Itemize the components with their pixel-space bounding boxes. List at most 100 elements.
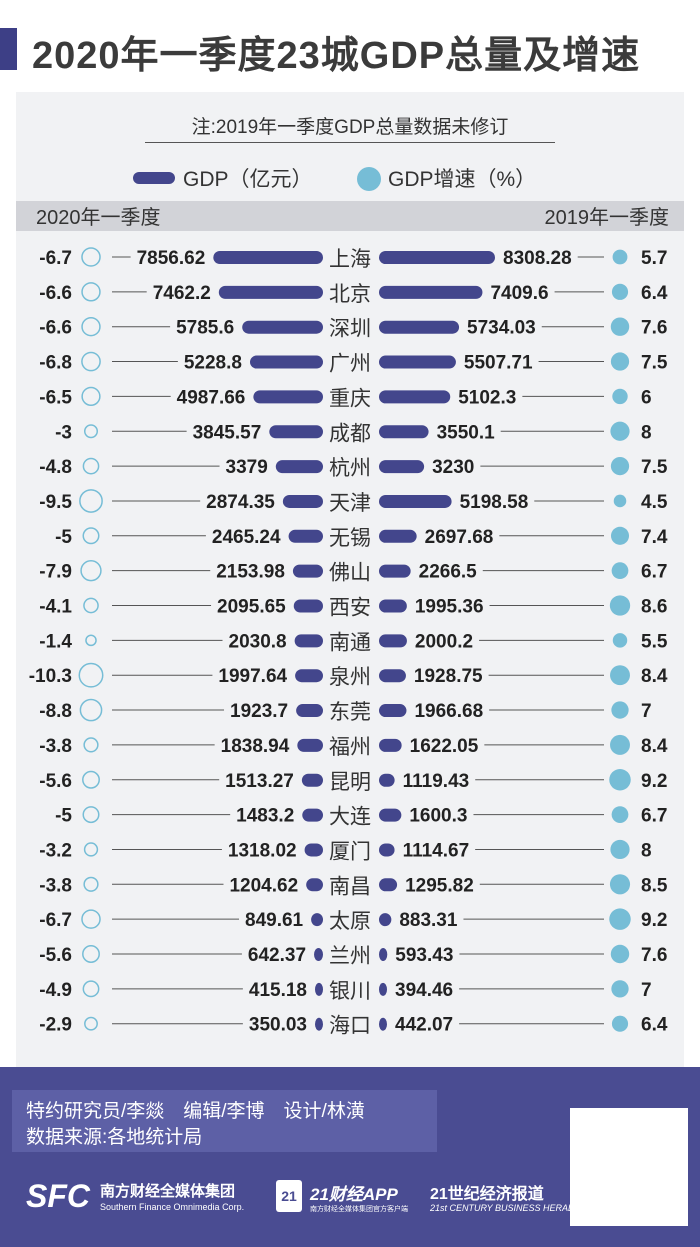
gdp-2019-bar: [379, 808, 402, 822]
gdp-2019-label: 5507.71: [464, 353, 533, 374]
growth-2019-circle: [609, 595, 631, 616]
gdp-2019-bar: [379, 285, 483, 299]
gdp-2019-label: 3230: [432, 457, 474, 478]
gdp-2019-label: 883.31: [399, 910, 458, 931]
gdp-2020-bar: [296, 704, 323, 718]
growth-2020-label: -4.8: [39, 457, 72, 478]
growth-2019-circle: [613, 494, 627, 508]
growth-2020-label: -10.3: [29, 666, 72, 687]
growth-2019-circle: [612, 633, 628, 648]
growth-2019-label: 6.4: [641, 1015, 668, 1036]
city-label: 无锡: [329, 527, 371, 550]
growth-2019-label: 4.5: [641, 492, 668, 513]
growth-2019-circle: [612, 388, 628, 405]
growth-2020-label: -6.7: [39, 910, 72, 931]
gdp-2019-bar: [379, 320, 460, 334]
growth-2020-label: -9.5: [39, 492, 72, 513]
growth-2020-label: -3.2: [39, 840, 72, 861]
note-underline: [145, 142, 555, 143]
gdp-2020-bar: [293, 599, 323, 613]
growth-2019-circle: [609, 874, 631, 895]
growth-2019-label: 6.7: [641, 806, 667, 827]
gdp-2020-bar: [304, 843, 323, 857]
gdp-2019-bar: [379, 390, 451, 404]
growth-2019-circle: [609, 908, 631, 930]
gdp-2019-label: 5102.3: [458, 387, 516, 408]
gdp-2019-label: 593.43: [395, 945, 453, 966]
city-label: 南通: [329, 631, 371, 654]
sfc-name: 南方财经全媒体集团: [100, 1183, 236, 1200]
city-label: 上海: [329, 248, 371, 271]
gdp-2020-label: 7856.62: [137, 248, 206, 269]
gdp-2019-bar: [379, 460, 425, 474]
city-label: 福州: [329, 736, 371, 759]
growth-2019-label: 7.5: [641, 457, 668, 478]
gdp-2019-label: 5734.03: [467, 318, 536, 339]
gdp-2020-label: 5785.6: [176, 318, 234, 339]
gdp-2019-label: 1295.82: [405, 875, 474, 896]
growth-2019-label: 7: [641, 980, 652, 1001]
gdp-2019-bar: [379, 251, 495, 264]
city-label: 厦门: [329, 840, 371, 863]
growth-2019-label: 8.4: [641, 666, 668, 687]
right-period-header: 2019年一季度: [545, 206, 670, 229]
growth-2019-label: 7.5: [641, 353, 668, 374]
gdp-2019-bar: [379, 634, 407, 648]
growth-2019-label: 8.5: [641, 875, 668, 896]
legend-gdp-label: GDP（亿元）: [183, 168, 313, 191]
growth-2019-label: 8.4: [641, 736, 668, 757]
sfc-english-name: Southern Finance Omnimedia Corp.: [100, 1202, 245, 1212]
app-name: 21财经APP: [310, 1185, 398, 1204]
gdp-2020-bar: [242, 320, 323, 334]
growth-2020-label: -6.6: [39, 318, 72, 339]
city-label: 成都: [329, 422, 371, 445]
gdp-2019-bar: [379, 564, 411, 578]
growth-2020-label: -3: [55, 422, 72, 443]
growth-2019-circle: [609, 769, 631, 791]
growth-2020-circle: [82, 806, 100, 824]
growth-2020-circle: [81, 317, 101, 337]
app-badge-icon: 21: [276, 1180, 302, 1212]
gdp-2020-label: 1204.62: [229, 875, 298, 896]
gdp-2019-label: 8308.28: [503, 248, 572, 269]
growth-2020-circle: [79, 698, 103, 722]
gdp-2020-bar: [249, 355, 323, 369]
gdp-2020-label: 5228.8: [184, 353, 242, 374]
growth-2020-circle: [81, 247, 101, 267]
gdp-2019-label: 1600.3: [409, 806, 467, 827]
gdp-2019-label: 1966.68: [414, 701, 483, 722]
city-label: 重庆: [329, 387, 371, 410]
gdp-2019-label: 2000.2: [415, 631, 473, 652]
city-label: 佛山: [329, 562, 371, 585]
gdp-2019-label: 2697.68: [425, 527, 494, 548]
growth-2019-circle: [611, 980, 629, 998]
city-label: 泉州: [329, 666, 371, 689]
gdp-2019-bar: [379, 1017, 387, 1031]
city-label: 西安: [329, 597, 371, 620]
gdp-2020-label: 4987.66: [177, 387, 246, 408]
header-band: [16, 201, 684, 231]
city-label: 兰州: [329, 945, 371, 968]
growth-2020-circle: [82, 770, 100, 789]
growth-2019-label: 7: [641, 701, 652, 722]
growth-2019-circle: [610, 526, 630, 545]
title-band: [0, 0, 700, 80]
gdp-2020-label: 2095.65: [217, 597, 286, 618]
growth-2020-circle: [78, 662, 104, 688]
growth-2020-label: -5.6: [39, 945, 72, 966]
gdp-2020-label: 1923.7: [230, 701, 288, 722]
herald-english-name: 21st CENTURY BUSINESS HERALD: [430, 1203, 580, 1213]
gdp-2020-bar: [269, 425, 323, 439]
growth-2019-circle: [610, 317, 630, 336]
growth-2020-circle: [79, 489, 103, 513]
growth-2020-circle: [83, 597, 99, 614]
growth-2019-label: 7.6: [641, 318, 667, 339]
gdp-2020-label: 849.61: [245, 910, 304, 931]
growth-2020-label: -6.6: [39, 283, 72, 304]
city-label: 海口: [329, 1015, 371, 1038]
gdp-2020-label: 2465.24: [212, 527, 281, 548]
growth-2019-circle: [612, 249, 628, 265]
growth-2020-label: -4.1: [39, 597, 72, 618]
gdp-2019-bar: [379, 948, 388, 961]
gdp-2020-bar: [288, 529, 323, 543]
